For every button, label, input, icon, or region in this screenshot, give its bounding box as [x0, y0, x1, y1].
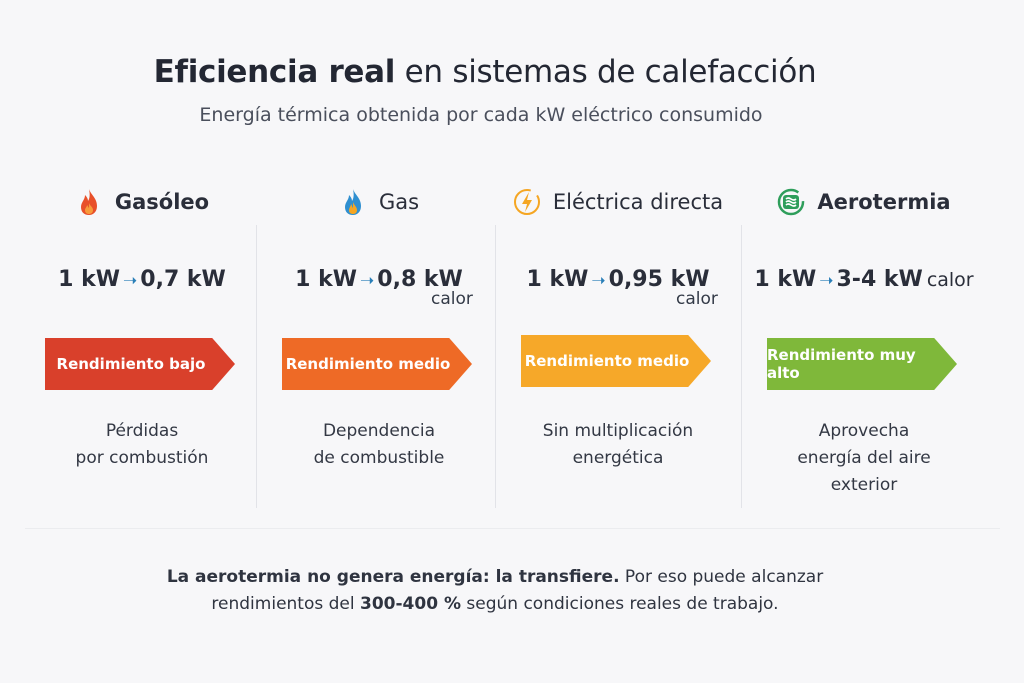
description: Dependencia de combustible — [259, 418, 499, 472]
comparison-columns: Gasóleo 1 kW ➝ 0,7 kW Rendimiento bajo Pér… — [22, 175, 1012, 510]
ratio-input: 1 kW — [754, 267, 817, 292]
column-electrica: Eléctrica directa 1 kW ➝ 0,95 kW calor Ren… — [498, 175, 738, 510]
description-line: Dependencia — [322, 421, 436, 441]
description-line: Pérdidas — [105, 421, 179, 441]
description: Aprovecha energía del aire exterior — [744, 418, 984, 499]
column-title: Gasóleo — [114, 190, 210, 214]
footer-line-2: rendimientos del 300-400 % según condici… — [0, 591, 990, 618]
column-title: Aerotermia — [817, 190, 951, 214]
footer-note: La aerotermia no genera energía: la tran… — [0, 564, 990, 618]
footer-text-2b: según condiciones reales de trabajo. — [461, 594, 779, 614]
footer-bold-1: La aerotermia no genera energía: la tran… — [166, 567, 620, 587]
flame-icon — [75, 187, 103, 217]
description-line: energía del aire — [797, 448, 931, 468]
ratio-input: 1 kW — [526, 267, 589, 292]
efficiency-banner: Rendimiento medio — [282, 338, 472, 390]
efficiency-banner: Rendimiento bajo — [45, 338, 235, 390]
ratio-input: 1 kW — [295, 267, 358, 292]
ratio-output: 3-4 kW — [836, 267, 923, 292]
efficiency-banner: Rendimiento medio — [521, 335, 711, 387]
column-header: Gas — [259, 187, 499, 217]
lightning-icon — [513, 187, 541, 217]
description-line: Sin multiplicación — [542, 421, 694, 441]
ratio: 1 kW ➝ 0,7 kW — [22, 267, 262, 292]
column-aerotermia: Aerotermia 1 kW ➝ 3-4 kW calor Rendimiento … — [744, 175, 984, 510]
footer-line-1: La aerotermia no genera energía: la tran… — [0, 564, 990, 591]
ratio-unit: calor — [431, 289, 473, 309]
page-title: Eficiencia real en sistemas de calefacci… — [0, 54, 970, 90]
arrow-icon: ➝ — [819, 271, 834, 291]
column-title: Gas — [378, 190, 420, 214]
ratio: 1 kW ➝ 0,8 kW calor — [259, 267, 499, 309]
arrow-icon: ➝ — [360, 271, 375, 291]
title-rest: en sistemas de calefacción — [395, 54, 817, 90]
footer-text-2a: rendimientos del — [211, 594, 361, 614]
column-divider — [256, 225, 257, 508]
description-line: energética — [572, 448, 664, 468]
description: Pérdidas por combustión — [22, 418, 262, 472]
ratio-unit: calor — [926, 269, 974, 291]
column-gasoleo: Gasóleo 1 kW ➝ 0,7 kW Rendimiento bajo Pér… — [22, 175, 262, 510]
ratio: 1 kW ➝ 3-4 kW calor — [744, 267, 984, 292]
column-title: Eléctrica directa — [552, 190, 724, 214]
title-bold: Eficiencia real — [153, 54, 396, 90]
ratio: 1 kW ➝ 0,95 kW calor — [498, 267, 738, 309]
column-header: Eléctrica directa — [498, 187, 738, 217]
description-line: Aprovecha — [818, 421, 910, 441]
column-divider — [495, 225, 496, 508]
column-header: Aerotermia — [744, 187, 984, 217]
ratio-output: 0,7 kW — [140, 267, 226, 292]
heat-pump-icon — [777, 187, 805, 217]
efficiency-banner: Rendimiento muy alto — [767, 338, 957, 390]
description: Sin multiplicación energética — [498, 418, 738, 472]
gas-flame-icon — [339, 187, 367, 217]
page-subtitle: Energía térmica obtenida por cada kW elé… — [199, 104, 763, 126]
ratio-unit: calor — [676, 289, 718, 309]
column-divider — [741, 225, 742, 508]
ratio-output: 0,95 kW — [608, 267, 710, 292]
arrow-icon: ➝ — [591, 271, 606, 291]
footer-text-1: Por eso puede alcanzar — [619, 567, 824, 587]
description-line: exterior — [830, 475, 898, 495]
ratio-output: 0,8 kW — [377, 267, 463, 292]
column-header: Gasóleo — [22, 187, 262, 217]
ratio-input: 1 kW — [58, 267, 121, 292]
column-gas: Gas 1 kW ➝ 0,8 kW calor Rendimiento medio … — [259, 175, 499, 510]
footer-bold-2: 300-400 % — [360, 594, 461, 614]
description-line: de combustible — [313, 448, 445, 468]
divider-line — [25, 528, 1000, 529]
arrow-icon: ➝ — [123, 271, 138, 291]
description-line: por combustión — [75, 448, 209, 468]
